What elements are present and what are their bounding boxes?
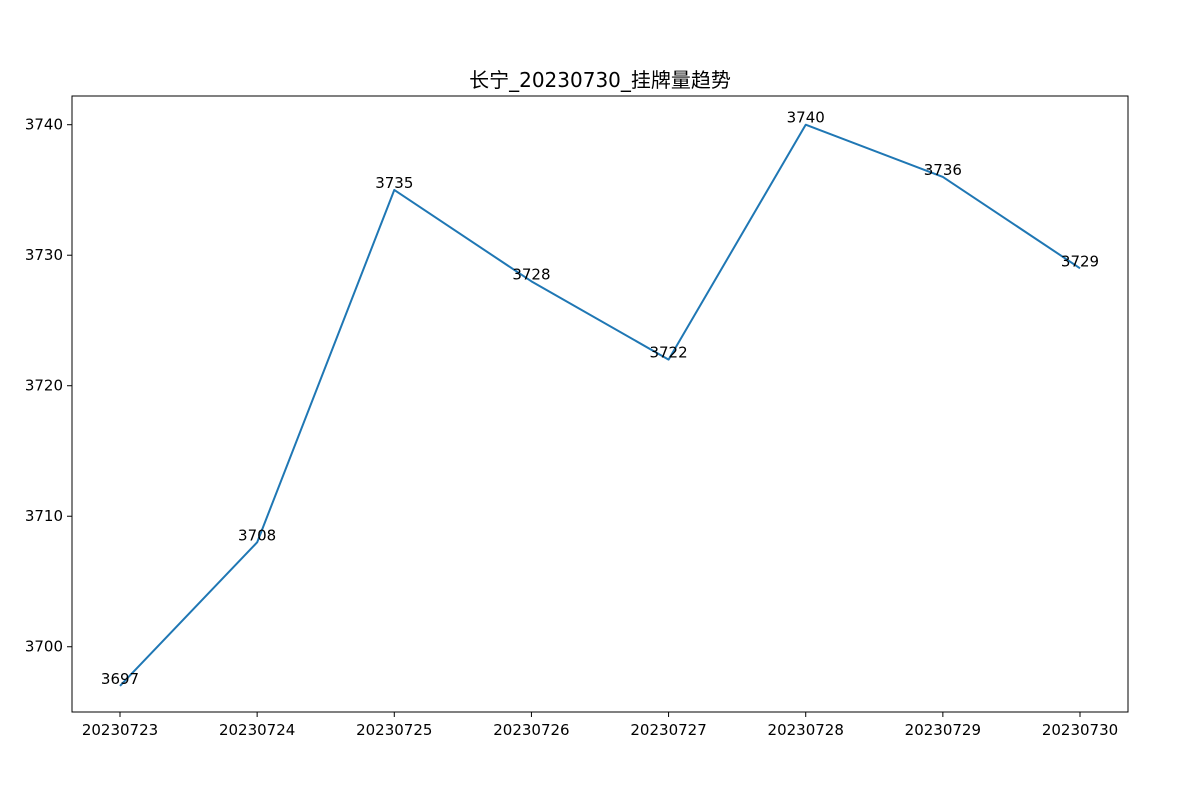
data-labels: 3697 3708 3735 3728 3722 3740 3736 3729 [101,109,1099,688]
y-tick-label: 3730 [25,246,63,264]
y-tick-label: 3740 [25,116,63,134]
y-axis: 3700 3710 3720 3730 3740 [25,116,72,656]
data-label: 3708 [238,526,276,544]
series-line [119,123,1081,687]
x-tick-label: 20230725 [356,721,432,739]
x-tick-label: 20230730 [1042,721,1118,739]
chart-title: 长宁_20230730_挂牌量趋势 [469,68,731,92]
data-label: 3735 [375,174,413,192]
y-tick-label: 3700 [25,638,63,656]
x-tick-label: 20230723 [82,721,158,739]
x-tick-label: 20230726 [493,721,569,739]
data-label: 3736 [924,161,962,179]
data-label: 3697 [101,670,139,688]
x-axis: 20230723 20230724 20230725 20230726 20230727… [82,712,1118,739]
x-tick-label: 20230728 [768,721,844,739]
data-label: 3729 [1061,252,1099,270]
x-tick-label: 20230727 [630,721,706,739]
data-label: 3740 [787,109,825,127]
y-tick-label: 3710 [25,507,63,525]
plot-frame [71,95,1129,713]
x-tick-label: 20230724 [219,721,295,739]
data-label: 3722 [649,344,687,362]
series-layer [119,123,1081,687]
data-label: 3728 [512,265,550,283]
y-tick-label: 3720 [25,377,63,395]
x-tick-label: 20230729 [905,721,981,739]
